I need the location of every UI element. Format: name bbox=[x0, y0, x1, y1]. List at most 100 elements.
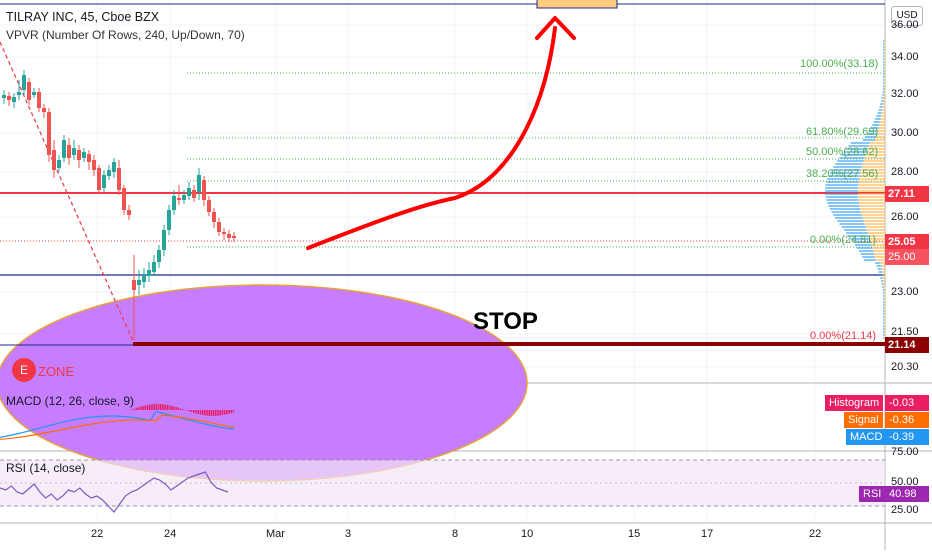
vpvr-bar-up bbox=[876, 115, 882, 117]
vpvr-bar-down bbox=[883, 100, 885, 102]
vpvr-bar-up bbox=[883, 52, 885, 54]
zone-annotation[interactable]: ZONE bbox=[38, 364, 75, 379]
vpvr-bar-up bbox=[862, 256, 875, 258]
vpvr-bar-up bbox=[839, 157, 865, 159]
vpvr-bar-down bbox=[881, 115, 885, 117]
time-axis-label: 10 bbox=[521, 528, 534, 540]
vpvr-bar-down bbox=[884, 64, 885, 66]
vpvr-bar-down bbox=[870, 241, 885, 243]
candle-body bbox=[142, 275, 146, 282]
vpvr-bar-down bbox=[858, 202, 885, 204]
vpvr-bar-up bbox=[880, 277, 883, 279]
candle-body bbox=[112, 162, 116, 172]
vpvr-bar-up bbox=[883, 307, 885, 309]
candle-body bbox=[132, 280, 136, 290]
candle-body bbox=[162, 230, 166, 250]
vpvr-bar-up bbox=[860, 253, 874, 255]
candlesticks[interactable] bbox=[2, 70, 236, 340]
vpvr-bar-up bbox=[841, 154, 866, 156]
vpvr-bar-down bbox=[884, 55, 885, 57]
vpvr-bar-up bbox=[875, 118, 881, 120]
vpvr-bar-down bbox=[884, 337, 885, 339]
vpvr-bar-up bbox=[883, 49, 885, 51]
vpvr-bar-down bbox=[875, 136, 885, 138]
vpvr-bar-up bbox=[843, 151, 867, 153]
symbol-title[interactable]: TILRAY INC, 45, Cboe BZX bbox=[6, 10, 160, 24]
vpvr-bar-down bbox=[880, 118, 885, 120]
price-axis-label: 36.00 bbox=[891, 19, 919, 31]
vpvr-bar-down bbox=[879, 121, 885, 123]
candle-body bbox=[82, 152, 86, 158]
candle-body bbox=[77, 150, 81, 160]
candle-body bbox=[102, 175, 106, 188]
vpvr-bar-up bbox=[835, 217, 863, 219]
vpvr-bar-down bbox=[862, 163, 885, 165]
vpvr-bar-down bbox=[863, 220, 885, 222]
vpvr-bar-down bbox=[858, 187, 885, 189]
vpvr-bar-up bbox=[878, 271, 883, 273]
vpvr-bar-down bbox=[876, 133, 885, 135]
vpvr-bar-down bbox=[858, 193, 885, 195]
vpvr-bar-down bbox=[883, 286, 885, 288]
histogram-tag: Histogram bbox=[825, 395, 884, 411]
candle-body bbox=[212, 212, 216, 222]
vpvr-bar-down bbox=[884, 334, 885, 336]
candle-body bbox=[62, 140, 66, 158]
vpvr-bar-down bbox=[884, 295, 885, 297]
vpvr-bar-down bbox=[884, 307, 885, 309]
candle-body bbox=[147, 270, 151, 276]
candle-body bbox=[197, 175, 201, 192]
candle-body bbox=[177, 198, 181, 200]
projection-arrow[interactable] bbox=[306, 26, 557, 250]
stop-annotation[interactable]: STOP bbox=[473, 308, 538, 335]
rsi-line bbox=[0, 471, 229, 513]
fib-lines[interactable] bbox=[187, 72, 885, 248]
vpvr-bar-down bbox=[866, 151, 885, 153]
vpvr-bar-up bbox=[848, 145, 869, 147]
trend-line[interactable] bbox=[0, 41, 134, 342]
vpvr-bar-up bbox=[883, 64, 885, 66]
vpvr-bar-down bbox=[882, 109, 885, 111]
vpvr-bar-down bbox=[882, 277, 885, 279]
candle-body bbox=[17, 92, 21, 95]
vpvr-bar-up bbox=[833, 214, 862, 216]
vpvr-bar-up bbox=[883, 73, 885, 75]
candle-body bbox=[172, 196, 176, 210]
demand-zone-ellipse[interactable] bbox=[0, 284, 528, 482]
fib-label-100: 100.00%(33.18) bbox=[800, 58, 879, 70]
vpvr-bar-up bbox=[848, 235, 869, 237]
candle-body bbox=[12, 97, 16, 102]
target-box[interactable] bbox=[536, 0, 618, 9]
vpvr-bar-up bbox=[880, 103, 883, 105]
vpvr-bar-up bbox=[881, 97, 884, 99]
vpvr-bar-down bbox=[883, 91, 885, 93]
vpvr-legend[interactable]: VPVR (Number Of Rows, 240, Up/Down, 70) bbox=[6, 28, 245, 42]
rsi-legend[interactable]: RSI (14, close) bbox=[6, 461, 86, 475]
candle-body bbox=[137, 280, 141, 285]
time-axis-label: 22 bbox=[91, 528, 104, 540]
vpvr-bar-up bbox=[882, 286, 884, 288]
time-axis-label: 3 bbox=[345, 528, 352, 540]
candle-body bbox=[122, 188, 126, 210]
vpvr-bar-down bbox=[882, 103, 885, 105]
vpvr-bar-down bbox=[884, 61, 885, 63]
vpvr-bar-up bbox=[879, 274, 883, 276]
vpvr-bar-down bbox=[864, 157, 885, 159]
fib-label-0: 0.00%(24.81) bbox=[810, 234, 877, 246]
vpvr-bar-up bbox=[883, 43, 885, 45]
macd-legend[interactable]: MACD (12, 26, close, 9) bbox=[6, 394, 135, 408]
avatar[interactable]: E bbox=[12, 358, 36, 382]
vpvr-bar-up bbox=[850, 238, 870, 240]
vpvr-bar-up bbox=[843, 229, 867, 231]
rsi-axis-label: 50.00 bbox=[891, 476, 919, 488]
vpvr-bar-down bbox=[884, 322, 885, 324]
vpvr-bar-down bbox=[858, 190, 885, 192]
candle-body bbox=[42, 108, 46, 112]
vpvr-bar-up bbox=[866, 133, 877, 135]
vpvr-bar-down bbox=[865, 226, 885, 228]
currency-button[interactable]: USD bbox=[891, 6, 923, 26]
vpvr-bar-up bbox=[850, 142, 870, 144]
time-axis-label: 24 bbox=[164, 528, 177, 540]
